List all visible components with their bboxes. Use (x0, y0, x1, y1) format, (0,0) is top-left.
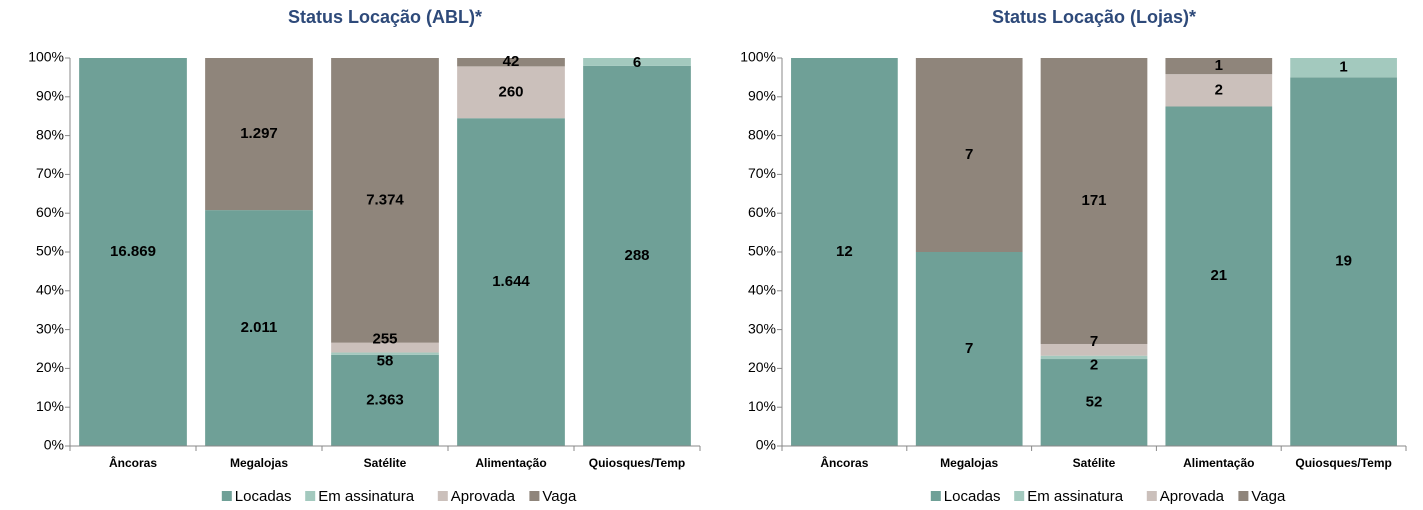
legend-swatch (1238, 491, 1249, 501)
value-label: 1 (1339, 59, 1347, 76)
value-label: 52 (1086, 393, 1103, 410)
legend-swatch (1146, 491, 1157, 501)
legend-label: Vaga (542, 488, 577, 505)
value-label: 2.363 (366, 391, 404, 408)
bar-segment (583, 58, 691, 66)
legend-label: Locadas (944, 488, 1001, 505)
value-label: 6 (633, 54, 641, 71)
value-label: 1 (1215, 57, 1223, 74)
value-label: 171 (1081, 192, 1106, 209)
x-tick-label: Âncoras (109, 455, 157, 470)
value-label: 288 (624, 247, 649, 264)
legend-label: Em assinatura (318, 488, 415, 505)
value-label: 58 (377, 353, 394, 370)
y-tick-label: 50% (36, 243, 64, 259)
bar-segment (1040, 343, 1148, 356)
x-tick-label: Alimentação (1183, 456, 1254, 470)
bar-segment (1040, 359, 1148, 446)
y-tick-label: 20% (36, 359, 64, 375)
value-label: 2 (1215, 81, 1223, 98)
chart-title: Status Locação (Lojas)* (992, 7, 1196, 27)
y-tick-label: 50% (748, 243, 776, 259)
y-tick-label: 100% (28, 49, 64, 65)
value-label: 7.374 (366, 191, 404, 208)
bar-segment (331, 354, 439, 446)
y-tick-label: 40% (36, 282, 64, 298)
value-label: 260 (498, 83, 523, 100)
bar-segment (583, 65, 691, 446)
value-label: 7 (965, 340, 973, 357)
x-tick-label: Alimentação (475, 456, 546, 470)
bar-segment (1040, 58, 1148, 344)
value-label: 16.869 (110, 243, 156, 260)
bar-segment (1165, 74, 1273, 107)
y-tick-label: 30% (748, 320, 776, 336)
y-tick-label: 0% (756, 437, 776, 453)
value-label: 255 (372, 331, 397, 348)
value-label: 2 (1090, 356, 1098, 373)
bar-segment (915, 58, 1023, 252)
value-label: 21 (1210, 267, 1227, 284)
value-label: 1.297 (240, 125, 278, 142)
bar-segment (205, 210, 313, 446)
y-tick-label: 30% (36, 320, 64, 336)
bar-segment (1290, 58, 1397, 78)
legend-label: Locadas (235, 488, 292, 505)
x-tick-label: Satélite (1073, 456, 1116, 470)
legend-swatch (305, 491, 316, 501)
bar-segment (331, 58, 439, 343)
x-tick-label: Quiosques/Temp (1295, 456, 1391, 470)
y-tick-label: 10% (36, 398, 64, 414)
legend-swatch (930, 491, 941, 501)
y-tick-label: 90% (36, 88, 64, 104)
bar-segment (1165, 58, 1273, 75)
legend-label: Aprovada (1160, 488, 1225, 505)
value-label: 1.644 (492, 273, 530, 290)
y-tick-label: 100% (740, 49, 776, 65)
value-label: 7 (1090, 333, 1098, 350)
legend-swatch (221, 491, 232, 501)
bar-segment (1290, 77, 1397, 447)
bar-segment (915, 252, 1023, 446)
y-tick-label: 10% (748, 398, 776, 414)
y-tick-label: 80% (748, 126, 776, 142)
x-tick-label: Satélite (364, 456, 407, 470)
y-tick-label: 70% (36, 165, 64, 181)
x-tick-label: Quiosques/Temp (589, 456, 685, 470)
y-tick-label: 0% (44, 437, 64, 453)
value-label: 42 (503, 53, 520, 70)
bar-segment (1040, 355, 1148, 360)
value-label: 12 (836, 243, 853, 260)
value-label: 7 (965, 146, 973, 163)
bar-segment (79, 58, 187, 446)
legend-swatch (437, 491, 448, 501)
bar-segment (331, 352, 439, 355)
x-tick-label: Megalojas (940, 456, 998, 470)
y-tick-label: 60% (748, 204, 776, 220)
bar-segment (791, 58, 898, 446)
bar-segment (457, 66, 565, 119)
legend-swatch (1014, 491, 1025, 501)
y-tick-label: 70% (748, 165, 776, 181)
value-label: 19 (1335, 253, 1352, 270)
y-tick-label: 60% (36, 204, 64, 220)
y-tick-label: 80% (36, 126, 64, 142)
x-tick-label: Megalojas (230, 456, 288, 470)
legend-label: Em assinatura (1027, 488, 1124, 505)
value-label: 2.011 (241, 319, 278, 336)
bar-segment (457, 118, 565, 446)
y-tick-label: 40% (748, 282, 776, 298)
x-tick-label: Âncoras (820, 455, 868, 470)
chart-title: Status Locação (ABL)* (288, 7, 482, 27)
legend-swatch (529, 491, 540, 501)
legend-label: Aprovada (451, 488, 516, 505)
bar-segment (457, 58, 565, 67)
bar-segment (1165, 106, 1273, 446)
bar-segment (205, 58, 313, 211)
y-tick-label: 20% (748, 359, 776, 375)
legend-label: Vaga (1251, 488, 1286, 505)
y-tick-label: 90% (748, 88, 776, 104)
bar-segment (331, 342, 439, 353)
